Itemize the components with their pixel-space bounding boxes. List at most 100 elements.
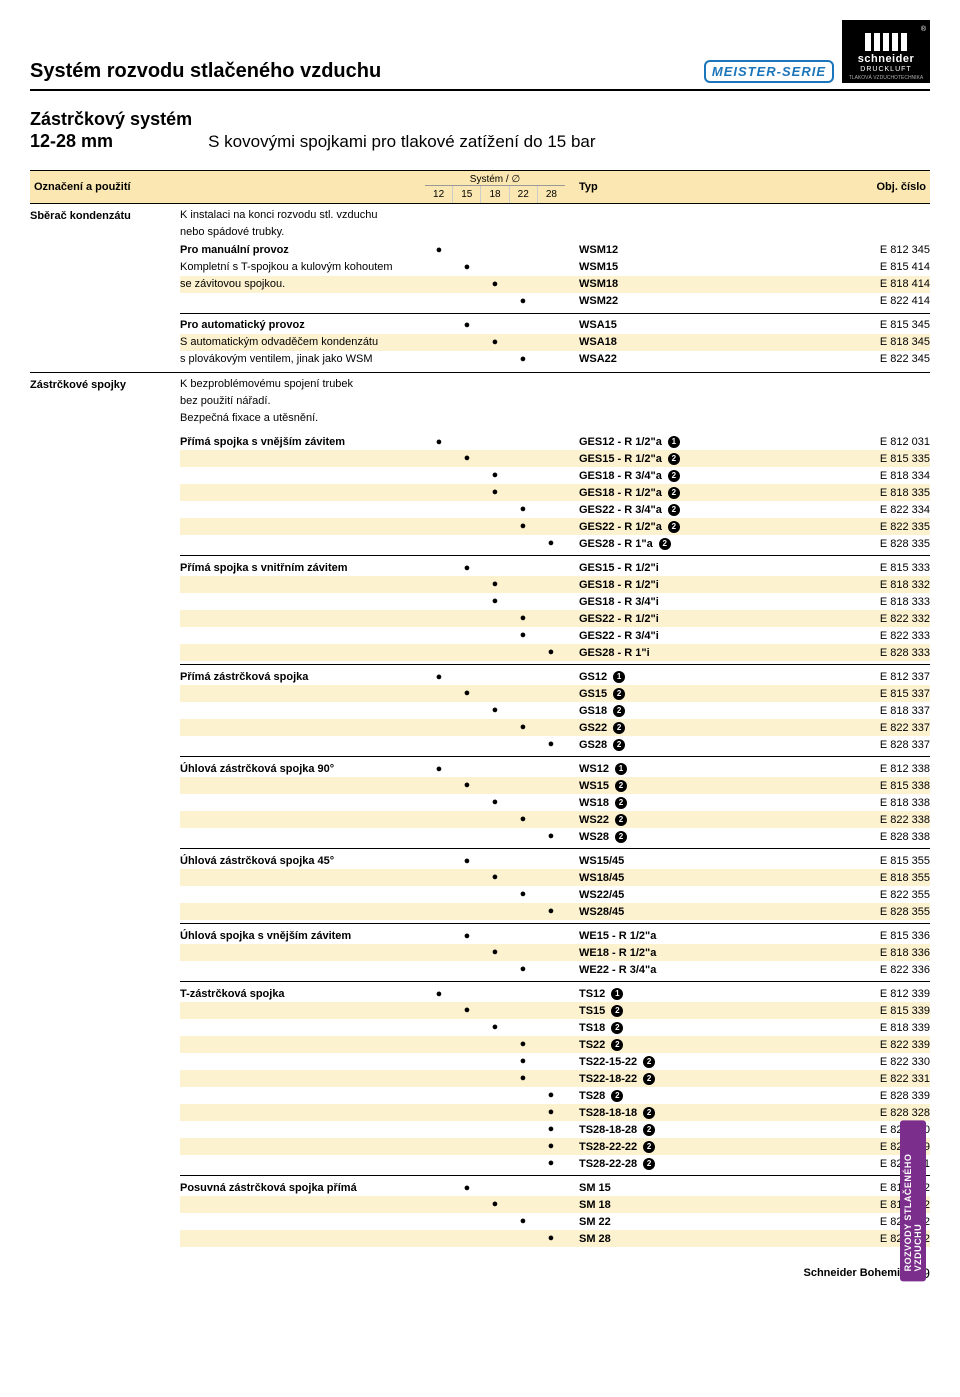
group-head-row: Posuvná zástrčková spojka přímá●SM 15E 8…	[180, 1179, 930, 1196]
dot-cell: ●	[509, 501, 537, 518]
dot-cell	[481, 1053, 509, 1070]
order-number: E 818 334	[840, 470, 930, 482]
data-row: ●GES22 - R 3/4"iE 822 333	[180, 627, 930, 644]
variant-badge: 2	[613, 688, 625, 700]
dot-cell	[537, 855, 565, 867]
dot-grid: ●	[425, 869, 565, 886]
variant-badge: 2	[643, 1141, 655, 1153]
dot-grid: ●	[425, 467, 565, 484]
dot-cell	[509, 702, 537, 719]
dot-cell: ●	[425, 436, 453, 448]
dot-cell: ●	[453, 777, 481, 794]
dot-cell	[453, 944, 481, 961]
data-row: ●WS22/45E 822 355	[180, 886, 930, 903]
dot-cell: ●	[509, 1036, 537, 1053]
desc-line: nebo spádové trubky.	[180, 225, 420, 240]
dot-cell	[453, 276, 481, 293]
data-row: ●GES18 - R 3/4"iE 818 333	[180, 593, 930, 610]
type-code: WS182	[565, 797, 840, 809]
section-imagecol: Zástrčkové spojky	[30, 377, 180, 1248]
order-number: E 815 339	[840, 1005, 930, 1017]
page-header: Systém rozvodu stlačeného vzduchu MEISTE…	[30, 20, 930, 91]
dot-cell	[537, 1213, 565, 1230]
dot-cell	[453, 988, 481, 1000]
dot-grid: ●	[425, 1036, 565, 1053]
dot-cell: ●	[509, 610, 537, 627]
dot-cell	[509, 869, 537, 886]
dot-cell	[481, 1087, 509, 1104]
col-dia-22: 22	[510, 186, 538, 203]
subhead-left: Zástrčkový systém 12-28 mm	[30, 109, 192, 152]
dot-cell	[509, 276, 537, 293]
dot-grid: ●	[425, 811, 565, 828]
type-code: GS182	[565, 705, 840, 717]
data-row: ●WS18/45E 818 355	[180, 869, 930, 886]
dot-cell	[537, 610, 565, 627]
type-code: TS222	[565, 1039, 840, 1051]
dot-grid: ●	[425, 777, 565, 794]
dot-cell	[425, 961, 453, 978]
dot-cell	[425, 719, 453, 736]
group-head-row: Úhlová zástrčková spojka 90°●WS121E 812 …	[180, 760, 930, 777]
variant-badge: 2	[611, 1005, 623, 1017]
dot-cell	[425, 518, 453, 535]
dot-cell: ●	[509, 1053, 537, 1070]
dot-cell	[537, 1196, 565, 1213]
meister-text: MEISTER-SERIE	[712, 64, 826, 79]
dot-cell	[425, 1138, 453, 1155]
dot-cell	[509, 988, 537, 1000]
dot-cell	[453, 501, 481, 518]
dot-cell	[509, 562, 537, 574]
type-code: GES28 - R 1"a2	[565, 538, 840, 550]
order-number: E 812 339	[840, 988, 930, 1000]
dot-cell	[425, 1019, 453, 1036]
dot-grid: ●	[425, 484, 565, 501]
dot-cell	[425, 930, 453, 942]
dot-grid: ●	[425, 1053, 565, 1070]
group-head-row: Přímá spojka s vnitřním závitem●GES15 - …	[180, 559, 930, 576]
variant-badge: 2	[643, 1073, 655, 1085]
order-number: E 828 328	[840, 1107, 930, 1119]
dot-cell	[537, 1182, 565, 1194]
dot-cell	[453, 535, 481, 552]
brand-sub2: TLAKOVÁ VZDUCHOTECHNIKA	[848, 75, 924, 81]
group-label: Úhlová spojka s vnějším závitem	[180, 930, 425, 942]
dot-cell: ●	[425, 671, 453, 683]
type-code: GES28 - R 1"i	[565, 647, 840, 659]
type-code: GES22 - R 3/4"i	[565, 630, 840, 642]
group-head-row: Přímá spojka s vnějším závitem●GES12 - R…	[180, 433, 930, 450]
dot-cell	[509, 1087, 537, 1104]
dot-cell	[425, 903, 453, 920]
dot-cell	[509, 259, 537, 276]
dot-cell	[537, 1070, 565, 1087]
section-content: K bezproblémovému spojení trubekbez použ…	[180, 377, 930, 1248]
dot-cell	[425, 276, 453, 293]
dot-cell	[509, 576, 537, 593]
dot-cell	[425, 1053, 453, 1070]
dot-cell	[425, 794, 453, 811]
order-number: E 822 331	[840, 1073, 930, 1085]
col-dia-12: 12	[425, 186, 453, 203]
dot-cell	[453, 1155, 481, 1172]
dot-cell: ●	[481, 484, 509, 501]
dot-cell	[481, 627, 509, 644]
type-code: WSM15	[565, 261, 840, 273]
group-label: Přímá zástrčková spojka	[180, 671, 425, 683]
dot-cell	[509, 903, 537, 920]
dot-cell	[537, 1053, 565, 1070]
dot-cell	[509, 593, 537, 610]
dot-cell	[425, 702, 453, 719]
dot-cell: ●	[453, 855, 481, 867]
dot-grid: ●	[425, 828, 565, 845]
dot-cell: ●	[453, 685, 481, 702]
data-row: ●TS282E 828 339	[180, 1087, 930, 1104]
dot-grid: ●	[425, 671, 565, 683]
dot-grid: ●	[425, 886, 565, 903]
dot-cell	[537, 719, 565, 736]
dot-cell	[537, 467, 565, 484]
dot-grid: ●	[425, 1138, 565, 1155]
intro-line: bez použití nářadí.	[180, 394, 420, 409]
dot-grid: ●	[425, 736, 565, 753]
type-code: GES15 - R 1/2"a2	[565, 453, 840, 465]
data-row: ●GS222E 822 337	[180, 719, 930, 736]
